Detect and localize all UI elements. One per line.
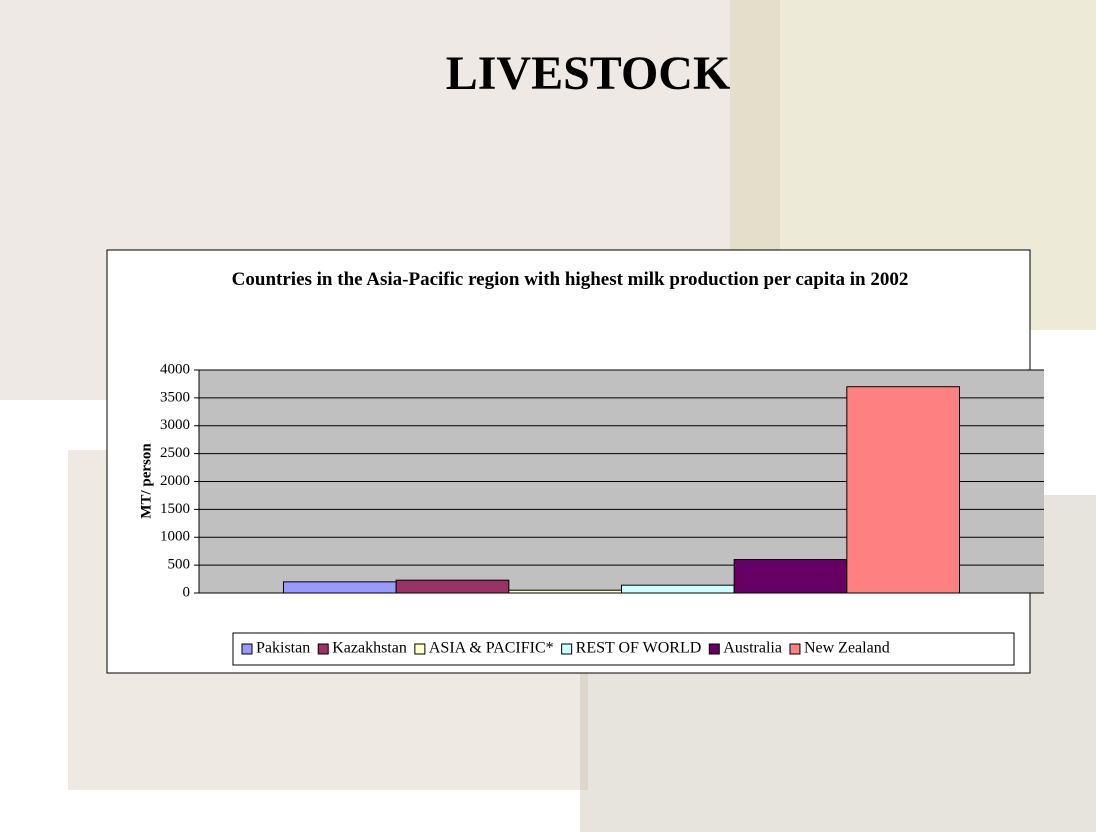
legend-swatch [709, 644, 719, 654]
y-tick-label: 3000 [160, 417, 190, 433]
bar [847, 387, 960, 593]
chart: LIVESTOCK MT/ person 0 500 1000 1500 2000 250… [0, 0, 1096, 832]
chart-title: Countries in the Asia-Pacific region wit… [180, 266, 960, 294]
bar [622, 585, 735, 593]
y-tick-label: 4000 [160, 361, 190, 377]
legend-label: Australia [723, 640, 782, 657]
legend-label: Pakistan [256, 640, 310, 657]
y-tick-label: 2500 [160, 445, 190, 461]
legend-swatch [790, 644, 800, 654]
legend-label: Kazakhstan [332, 640, 407, 657]
slide-title: LIVESTOCK [446, 47, 731, 100]
y-tick-label: 3500 [160, 389, 190, 405]
legend-swatch [562, 644, 572, 654]
legend-swatch [415, 644, 425, 654]
bar [396, 580, 509, 593]
legend-label: New Zealand [804, 640, 890, 657]
y-tick-label: 500 [168, 557, 191, 573]
y-tick-label: 1500 [160, 501, 190, 517]
slide: LIVESTOCK MT/ person 0 500 1000 1500 2000 250… [0, 0, 1096, 832]
bar [734, 560, 847, 593]
page: LIVESTOCK MT/ person 0 500 1000 1500 2000 250… [0, 0, 1096, 832]
y-tick-label: 0 [183, 584, 191, 600]
legend-label: REST OF WORLD [576, 640, 702, 657]
y-tick-label: 1000 [160, 529, 190, 545]
bar [284, 582, 397, 593]
legend-label: ASIA & PACIFIC* [429, 640, 554, 657]
legend-swatch [242, 644, 252, 654]
y-axis-label: MT/ person [138, 443, 154, 519]
y-tick-label: 2000 [160, 473, 190, 489]
legend-swatch [318, 644, 328, 654]
